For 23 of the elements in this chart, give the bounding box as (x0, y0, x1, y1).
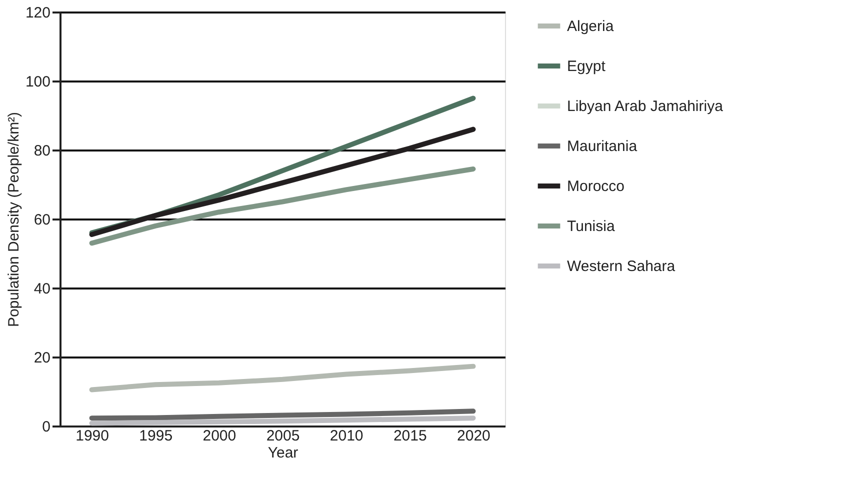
y-tick-label: 100 (25, 74, 50, 90)
y-tick-label: 60 (34, 212, 50, 228)
y-tick-label: 0 (42, 418, 50, 436)
y-tick-label: 80 (34, 142, 50, 160)
y-tick-label: 40 (34, 280, 50, 298)
legend-label: Mauritania (567, 138, 638, 155)
y-tick-label: 120 (25, 4, 50, 22)
x-axis-title: Year (268, 444, 298, 462)
legend-label: Egypt (567, 58, 606, 75)
legend-label: Algeria (567, 18, 614, 35)
x-tick-label: 2000 (202, 428, 236, 444)
y-axis-title: Population Density (People/km²) (5, 112, 22, 328)
x-tick-label: 2015 (393, 428, 427, 444)
y-tick-label: 20 (34, 350, 50, 366)
x-tick-label: 2005 (266, 428, 300, 444)
legend-label: Morocco (567, 178, 625, 195)
x-tick-label: 2020 (457, 428, 490, 444)
x-tick-label: 2010 (330, 428, 364, 444)
legend-label: Libyan Arab Jamahiriya (567, 98, 724, 115)
legend-label: Western Sahara (567, 258, 676, 275)
x-tick-label: 1995 (139, 428, 173, 444)
legend-label: Tunisia (567, 218, 616, 235)
x-tick-label: 1990 (76, 428, 109, 444)
